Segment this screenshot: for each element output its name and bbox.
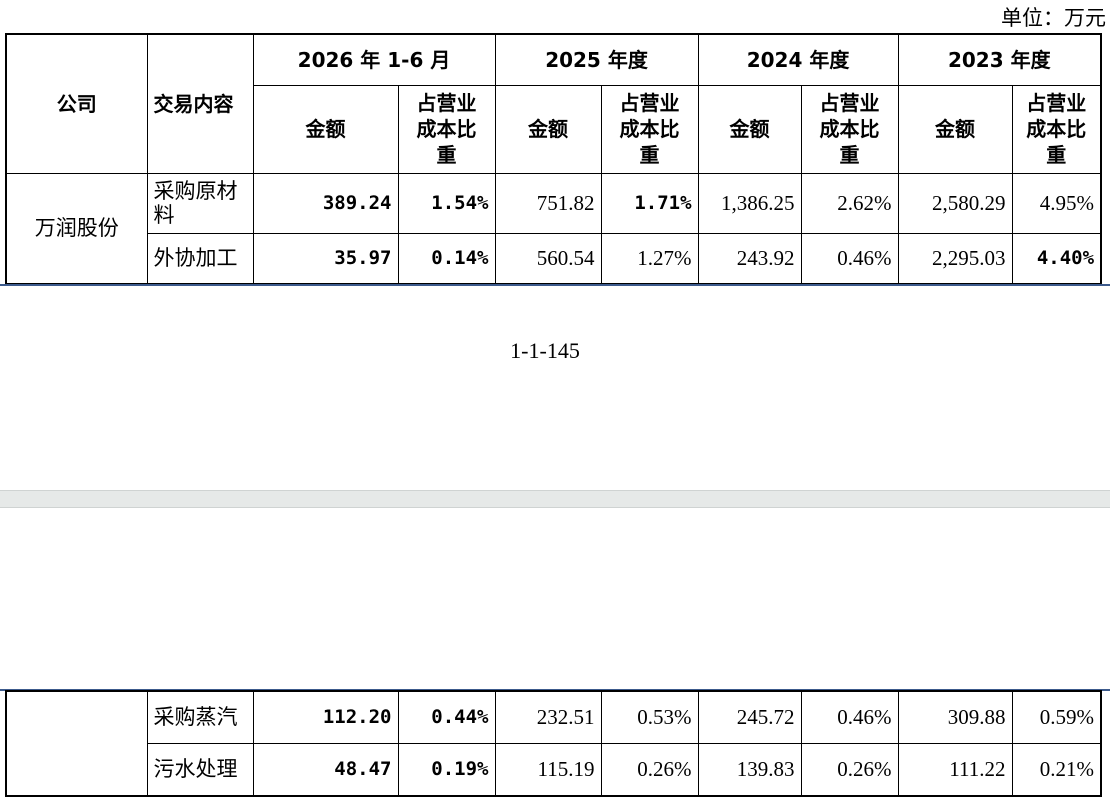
content-cell: 采购蒸汽	[146, 690, 254, 744]
header-cell: 公司	[5, 33, 148, 174]
value-cell: 560.54	[494, 232, 602, 285]
value-cell: 48.47	[252, 742, 399, 797]
value-cell: 2,295.03	[897, 232, 1013, 285]
ratio-text: 占营业成本比重	[1026, 91, 1087, 167]
amount-header: 金额	[697, 84, 802, 174]
value-cell: 1.27%	[600, 232, 699, 285]
value-cell: 111.22	[897, 742, 1013, 797]
data-row: 外协加工 35.97 0.14% 560.54 1.27% 243.92 0.46% 2,29…	[6, 232, 1102, 285]
cost-table-continued: 采购蒸汽 112.20 0.44% 232.51 0.53% 245.72 0.46% 309…	[5, 690, 1102, 797]
page-number: 1-1-145	[510, 338, 580, 363]
value-cell: 1.54%	[397, 172, 496, 234]
value-cell: 0.59%	[1011, 690, 1102, 744]
data-row: 万润股份 采购原材料 389.24 1.54% 751.82 1.71% 1,386.25 2…	[5, 172, 1102, 285]
company-cell	[5, 690, 148, 797]
value-cell: 0.26%	[800, 742, 899, 797]
period-header: 2023 年度	[897, 33, 1102, 86]
value-cell: 1,386.25	[697, 172, 802, 234]
value-cell: 243.92	[697, 232, 802, 285]
ratio-header: 占营业成本比重	[1011, 84, 1102, 174]
value-cell: 4.95%	[1011, 172, 1102, 234]
period-header: 2024 年度	[697, 33, 899, 86]
cost-table: 公司 交易内容 2026 年 1-6 月 2025 年度 2024 年度 2023 年度金…	[5, 33, 1103, 285]
page-break	[0, 490, 1110, 508]
ratio-header: 占营业成本比重	[800, 84, 899, 174]
value-cell: 0.46%	[800, 232, 899, 285]
value-cell: 2,580.29	[897, 172, 1013, 234]
amount-header: 金额	[897, 84, 1013, 174]
value-cell: 0.46%	[800, 690, 899, 744]
value-cell: 389.24	[252, 172, 399, 234]
value-cell: 0.53%	[600, 690, 699, 744]
ratio-text: 占营业成本比重	[619, 91, 680, 167]
value-cell: 115.19	[494, 742, 602, 797]
ratio-text: 占营业成本比重	[819, 91, 880, 167]
company-cell: 万润股份	[5, 172, 148, 285]
unit-label: 单位：万元	[1001, 6, 1106, 30]
value-cell: 0.21%	[1011, 742, 1102, 797]
header-cell: 交易内容	[146, 33, 254, 174]
ratio-text: 占营业成本比重	[416, 91, 477, 167]
value-cell: 245.72	[697, 690, 802, 744]
data-row: 污水处理 48.47 0.19% 115.19 0.26% 139.83 0.26% 111.…	[6, 742, 1102, 797]
ratio-header: 占营业成本比重	[397, 84, 496, 174]
value-cell: 751.82	[494, 172, 602, 234]
value-cell: 2.62%	[800, 172, 899, 234]
content-cell: 采购原材料	[146, 172, 254, 234]
value-cell: 0.14%	[397, 232, 496, 285]
content-cell: 污水处理	[146, 742, 254, 797]
content-cell: 外协加工	[146, 232, 254, 285]
value-cell: 1.71%	[600, 172, 699, 234]
value-cell: 112.20	[252, 690, 399, 744]
value-cell: 35.97	[252, 232, 399, 285]
value-cell: 232.51	[494, 690, 602, 744]
value-cell: 0.44%	[397, 690, 496, 744]
amount-header: 金额	[494, 84, 602, 174]
ratio-header: 占营业成本比重	[600, 84, 699, 174]
page-rule	[0, 284, 1110, 286]
header-row: 公司 交易内容 2026 年 1-6 月 2025 年度 2024 年度 2023 年度	[5, 33, 1102, 174]
period-header: 2025 年度	[494, 33, 699, 86]
period-header: 2026 年 1-6 月	[252, 33, 496, 86]
header-row: 金额 占营业成本比重 金额 占营业成本比重 金额 占营业成本比重 金额 占营业成本比重	[6, 84, 1102, 174]
value-cell: 309.88	[897, 690, 1013, 744]
value-cell: 0.26%	[600, 742, 699, 797]
value-cell: 139.83	[697, 742, 802, 797]
amount-header: 金额	[252, 84, 399, 174]
data-row: 采购蒸汽 112.20 0.44% 232.51 0.53% 245.72 0.46% 309…	[5, 690, 1102, 797]
value-cell: 4.40%	[1011, 232, 1102, 285]
value-cell: 0.19%	[397, 742, 496, 797]
